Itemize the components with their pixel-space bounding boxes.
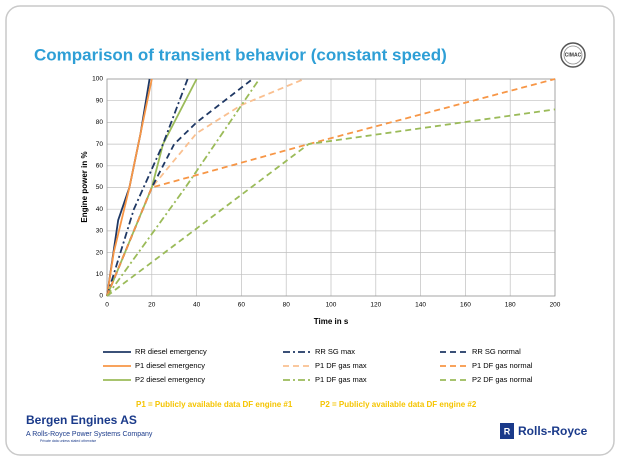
y-tick-label: 30 bbox=[96, 228, 104, 235]
chart-title: Comparison of transient behavior (consta… bbox=[34, 45, 447, 64]
legend-label: P2 diesel emergency bbox=[135, 375, 205, 384]
y-tick-label: 90 bbox=[96, 97, 104, 104]
y-tick-label: 50 bbox=[96, 184, 104, 191]
x-tick-label: 40 bbox=[193, 302, 201, 309]
plot: 0 20 40 60 80 100 120 140 160 180 200 0 10 20 30 40 50 60… bbox=[92, 76, 561, 309]
legend-label: P1 DF gas normal bbox=[472, 361, 533, 370]
legend-label: RR diesel emergency bbox=[135, 347, 207, 356]
legend-label: P1 DF gas max bbox=[315, 361, 367, 370]
x-tick-label: 100 bbox=[326, 302, 337, 309]
y-tick-label: 20 bbox=[96, 249, 104, 256]
x-tick-label: 140 bbox=[415, 302, 426, 309]
x-tick-label: 160 bbox=[460, 302, 471, 309]
series-line bbox=[106, 78, 189, 297]
y-tick-label: 40 bbox=[96, 206, 104, 213]
y-tick-label: 80 bbox=[96, 119, 104, 126]
x-tick-label: 60 bbox=[238, 302, 246, 309]
series-line bbox=[106, 108, 556, 297]
x-tick-label: 80 bbox=[283, 302, 291, 309]
x-axis-label: Time in s bbox=[314, 317, 349, 326]
logo-badge-circle bbox=[560, 42, 586, 68]
logo-badge-text: CIMAC bbox=[565, 52, 582, 58]
series-line bbox=[106, 78, 305, 297]
y-tick-label: 60 bbox=[96, 163, 104, 170]
y-tick-label: 0 bbox=[99, 293, 103, 300]
plot-border bbox=[106, 78, 556, 297]
series-line bbox=[106, 78, 261, 297]
legend-label: P1 DF gas max bbox=[315, 375, 367, 384]
series-line bbox=[106, 78, 254, 297]
x-tick-label: 0 bbox=[105, 302, 109, 309]
y-tick-label: 100 bbox=[92, 76, 103, 83]
series-line bbox=[106, 78, 153, 297]
legend-label: P1 diesel emergency bbox=[135, 361, 205, 370]
brand-name: Rolls-Royce bbox=[518, 424, 588, 438]
y-tick-label: 10 bbox=[96, 271, 104, 278]
brand-logo-letter: R bbox=[504, 426, 511, 436]
x-tick-label: 120 bbox=[370, 302, 381, 309]
x-tick-label: 20 bbox=[148, 302, 156, 309]
x-tick-label: 180 bbox=[505, 302, 516, 309]
footnote: P2 = Publicly available data DF engine #… bbox=[320, 400, 477, 409]
brand-logo-box bbox=[500, 423, 514, 439]
legend-label: RR SG max bbox=[315, 347, 355, 356]
logo-badge-ring bbox=[563, 45, 583, 65]
legend-label: P2 DF gas normal bbox=[472, 375, 533, 384]
disclaimer: Private data unless stated otherwise bbox=[40, 439, 96, 443]
legend-label: RR SG normal bbox=[472, 347, 521, 356]
company-subtitle: A Rolls-Royce Power Systems Company bbox=[26, 431, 153, 438]
slide-frame bbox=[5, 5, 615, 456]
company-name: Bergen Engines AS bbox=[26, 413, 137, 427]
series-line bbox=[106, 78, 198, 297]
y-tick-label: 70 bbox=[96, 141, 104, 148]
footnote: P1 = Publicly available data DF engine #… bbox=[136, 400, 293, 409]
x-tick-label: 200 bbox=[550, 302, 561, 309]
y-axis-label: Engine power in % bbox=[80, 151, 89, 222]
